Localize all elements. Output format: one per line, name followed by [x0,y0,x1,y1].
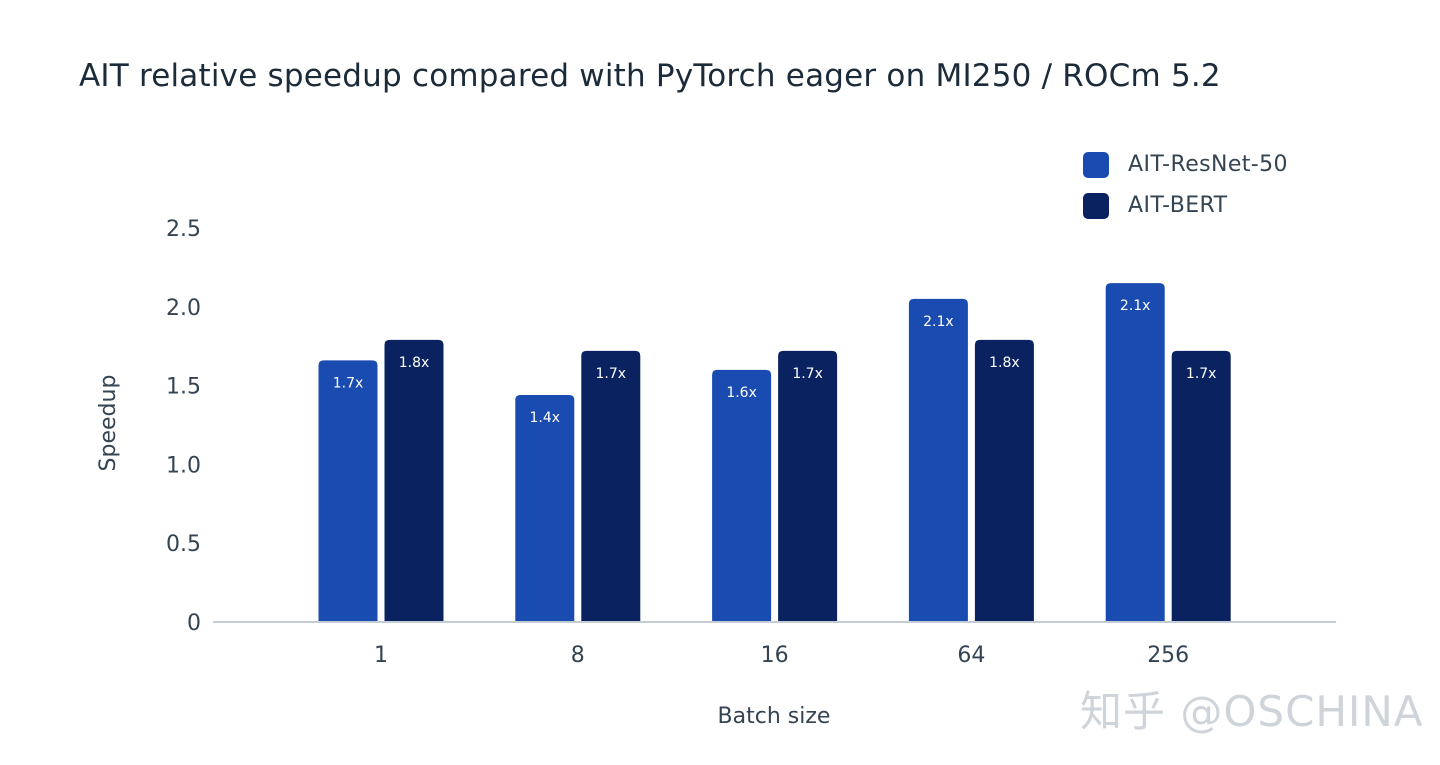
y-tick-label: 0 [187,611,201,636]
x-tick-label: 8 [571,643,585,668]
chart-title: AIT relative speedup compared with PyTor… [79,58,1221,94]
x-tick-label: 16 [761,643,789,668]
bar-value-label: 1.6x [726,385,757,401]
legend-swatch-resnet [1083,151,1109,178]
y-tick-label: 2.0 [166,296,201,321]
bar [384,339,444,622]
legend-item-bert: AIT-BERT [1083,185,1288,226]
y-axis-ticks: 0 0.5 1.0 1.5 2.0 2.5 [166,217,201,636]
bar [515,395,575,622]
y-tick-label: 2.5 [166,217,201,242]
y-axis-label: Speedup [96,375,121,472]
bar-value-label: 1.8x [989,355,1020,371]
bar-value-label: 2.1x [1120,298,1151,314]
y-tick-label: 1.5 [166,375,201,400]
bars-group [318,283,1231,622]
bar [908,298,968,622]
bar-value-label: 1.7x [333,375,364,391]
legend-item-resnet: AIT-ResNet-50 [1083,144,1288,185]
bar-labels-group: 1.7x 1.8x 1.4x 1.7x 1.6x 1.7x 2.1x 1.8x 2.1x 1.7x [333,298,1217,426]
y-tick-label: 1.0 [166,453,201,478]
legend-swatch-bert [1083,192,1109,219]
watermark: 知乎 @OSCHINA [1080,687,1424,736]
x-axis-label: Batch size [718,704,831,729]
x-tick-label: 256 [1147,643,1189,668]
y-tick-label: 0.5 [166,532,201,557]
bar [1105,283,1165,622]
x-tick-label: 1 [374,643,388,668]
bar-value-label: 1.7x [596,366,627,382]
bar [318,360,378,622]
legend-label-bert: AIT-BERT [1128,193,1228,218]
bar-value-label: 1.4x [530,410,561,426]
bar-value-label: 1.8x [399,355,430,371]
bar [974,339,1034,622]
x-axis-ticks: 1 8 16 64 256 [374,643,1189,668]
bar [581,350,641,622]
bar [1171,350,1231,622]
bar [712,369,772,622]
legend-label-resnet: AIT-ResNet-50 [1128,152,1288,177]
bar-value-label: 1.7x [792,366,823,382]
bar-value-label: 2.1x [923,314,954,330]
bar [778,350,838,622]
bar-value-label: 1.7x [1186,366,1217,382]
x-tick-label: 64 [957,643,985,668]
legend: AIT-ResNet-50 AIT-BERT [1083,144,1288,226]
